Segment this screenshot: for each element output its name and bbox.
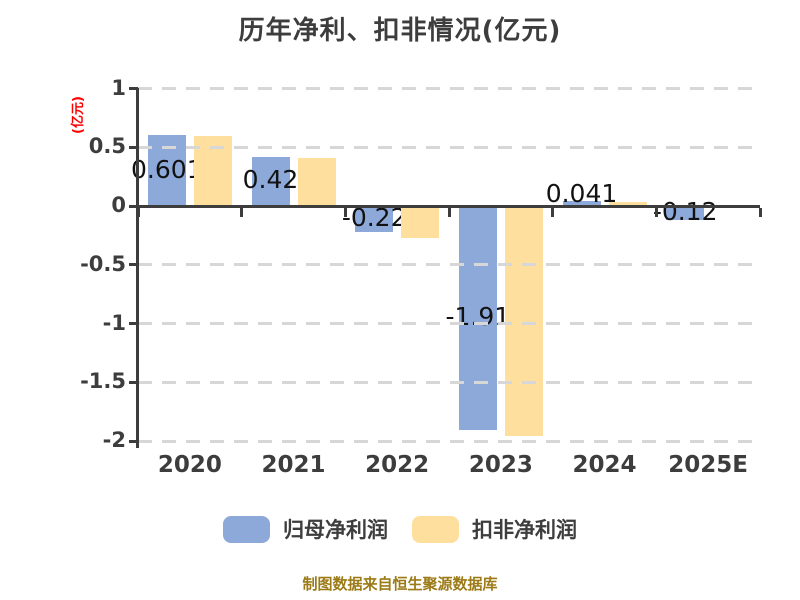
data-source-note: 制图数据来自恒生聚源数据库 xyxy=(302,575,498,593)
gridline xyxy=(138,439,760,443)
y-axis-tick xyxy=(129,439,138,443)
x-tick-label: 2025E xyxy=(668,452,749,478)
y-tick-label: -1.5 xyxy=(80,369,126,394)
chart-title: 历年净利、扣非情况(亿元) xyxy=(238,16,562,46)
gridline xyxy=(138,263,760,267)
y-tick-label: -0.5 xyxy=(80,251,126,276)
x-axis-tick xyxy=(136,207,140,217)
gridline xyxy=(138,87,760,90)
y-axis-tick xyxy=(129,322,138,325)
y-axis-tick xyxy=(129,87,138,90)
y-axis-tick xyxy=(129,145,138,149)
bar-归母净利润-2022 xyxy=(355,206,394,232)
legend-swatch-net-profit-icon xyxy=(223,515,270,543)
bar-归母净利润-2024 xyxy=(562,201,601,206)
y-axis-tick xyxy=(129,204,138,208)
y-axis-line xyxy=(136,87,139,448)
x-axis-tick xyxy=(343,207,347,217)
bar-value-label: 0.041 xyxy=(545,179,618,208)
bar-归母净利润-2025E xyxy=(666,206,705,221)
bar-value-label: -1.91 xyxy=(445,302,511,332)
legend-label-net-profit: 归母净利润 xyxy=(283,518,388,542)
x-tick-label: 2024 xyxy=(572,452,637,478)
gridline xyxy=(138,145,760,149)
gridline xyxy=(138,322,760,325)
legend-item-non-recurring: 扣非净利润 xyxy=(412,514,577,544)
y-axis-tick xyxy=(129,380,138,384)
y-tick-label: 0.5 xyxy=(88,134,126,159)
bar-value-label: 0.601 xyxy=(131,154,203,184)
bar-value-label: -0.22 xyxy=(341,202,407,232)
legend-swatch-non-recurring-icon xyxy=(412,515,459,543)
x-axis-tick xyxy=(654,207,658,217)
bar-扣非净利润-2022 xyxy=(401,206,440,238)
legend-label-non-recurring: 扣非净利润 xyxy=(472,518,577,542)
gridline xyxy=(138,380,760,384)
x-axis-tick xyxy=(758,207,762,217)
x-tick-label: 2021 xyxy=(261,452,326,478)
bar-归母净利润-2023 xyxy=(458,206,497,431)
bar-value-label: 0.42 xyxy=(242,165,299,195)
x-axis-tick xyxy=(240,207,244,217)
bar-扣非净利润-2024 xyxy=(608,202,647,206)
x-tick-label: 2022 xyxy=(365,452,430,478)
x-tick-label: 2020 xyxy=(157,452,222,478)
legend-item-net-profit: 归母净利润 xyxy=(223,514,388,544)
bar-归母净利润-2021 xyxy=(251,156,290,206)
bar-扣非净利润-2021 xyxy=(297,157,336,206)
y-tick-label: -2 xyxy=(102,428,126,452)
bar-value-label: -0.12 xyxy=(652,197,718,227)
x-tick-label: 2023 xyxy=(468,452,533,478)
x-axis-tick xyxy=(447,207,451,217)
x-axis-tick xyxy=(551,207,555,217)
bar-扣非净利润-2023 xyxy=(504,206,543,437)
y-tick-label: 1 xyxy=(111,75,126,100)
x-axis-zero-line xyxy=(138,204,760,208)
y-tick-label: -1 xyxy=(102,310,126,335)
chart-legend: 归母净利润 扣非净利润 xyxy=(0,514,800,544)
y-axis-tick xyxy=(129,263,138,267)
y-tick-label: 0 xyxy=(111,193,126,217)
